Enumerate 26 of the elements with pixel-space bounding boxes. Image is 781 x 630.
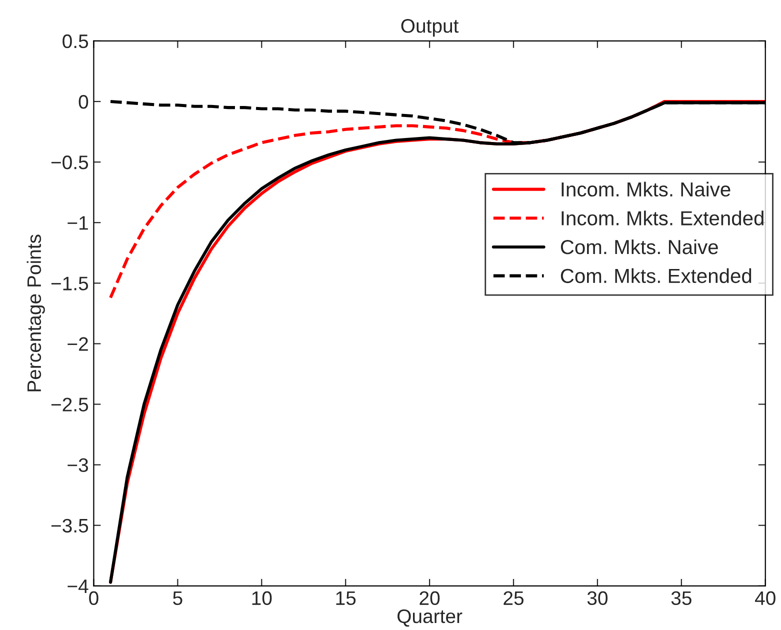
y-tick-label: −1 <box>68 216 88 230</box>
y-axis-title: Percentage Points <box>26 234 45 392</box>
y-tick-label: −0.5 <box>51 156 88 170</box>
y-tick-label: 0.5 <box>62 34 88 48</box>
x-tick-label: 15 <box>336 591 356 606</box>
x-tick-label: 20 <box>420 591 440 606</box>
x-tick-label: 0 <box>89 591 98 606</box>
x-tick-label: 5 <box>173 591 182 606</box>
y-tick-label: −2 <box>68 337 88 351</box>
legend-label: Com. Mkts. Naive <box>560 239 718 254</box>
legend-label: Incom. Mkts. Extended <box>562 210 764 226</box>
y-tick-label: −2.5 <box>51 398 88 412</box>
y-tick-label: 0 <box>78 94 88 109</box>
legend-label: Com. Mkts. Extended <box>560 268 752 284</box>
x-tick-label: 30 <box>587 591 608 606</box>
x-tick-label: 25 <box>504 591 524 606</box>
y-tick-label: −1.5 <box>51 276 88 290</box>
y-tick-label: −4 <box>68 580 88 593</box>
x-tick-label: 40 <box>755 591 776 606</box>
x-axis-title: Quarter <box>398 609 462 627</box>
y-tick-label: −3.5 <box>51 518 88 533</box>
chart-title: Output <box>401 19 459 37</box>
legend-label: Incom. Mkts. Naive <box>562 182 730 197</box>
x-tick-label: 10 <box>252 591 272 606</box>
x-tick-label: 35 <box>671 591 692 606</box>
y-tick-label: −3 <box>68 458 88 472</box>
